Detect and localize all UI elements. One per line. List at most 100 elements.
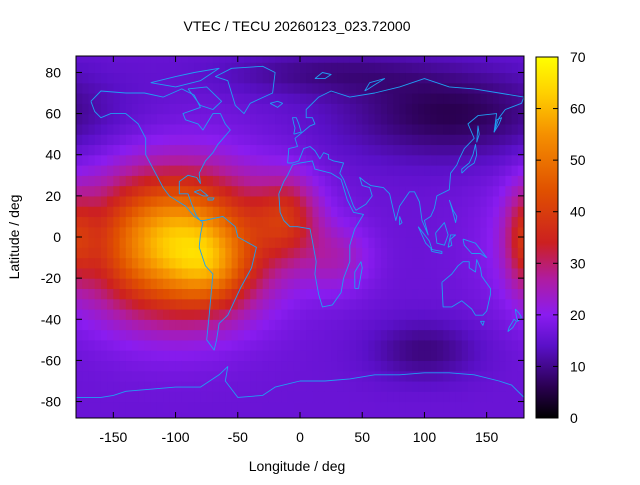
- heatmap-cell: [250, 308, 258, 320]
- heatmap-cell: [387, 56, 394, 63]
- heatmap-cell: [455, 185, 463, 197]
- heatmap-cell: [250, 298, 258, 310]
- heatmap-cell: [306, 308, 314, 320]
- heatmap-cell: [393, 329, 401, 341]
- heatmap-cell: [293, 206, 301, 218]
- heatmap-cell: [511, 380, 519, 392]
- heatmap-cell: [194, 56, 202, 63]
- heatmap-cell: [250, 175, 258, 187]
- heatmap-cell: [100, 103, 108, 115]
- heatmap-cell: [430, 350, 438, 362]
- heatmap-cell: [206, 123, 214, 135]
- heatmap-cell: [275, 175, 282, 187]
- heatmap-cell: [237, 82, 245, 94]
- heatmap-cell: [194, 123, 202, 135]
- heatmap-cell: [231, 206, 239, 218]
- heatmap-cell: [380, 350, 388, 362]
- heatmap-cell: [505, 267, 513, 279]
- heatmap-cell: [511, 165, 519, 176]
- heatmap-cell: [424, 267, 432, 279]
- heatmap-cell: [156, 123, 164, 135]
- heatmap-cell: [368, 195, 376, 207]
- heatmap-cell: [511, 144, 519, 156]
- heatmap-cell: [132, 185, 139, 197]
- heatmap-cell: [107, 401, 114, 413]
- heatmap-cell: [94, 237, 102, 248]
- heatmap-cell: [337, 185, 345, 197]
- coastline-cuba: [194, 189, 209, 197]
- heatmap-cell: [250, 195, 258, 207]
- heatmap-cell: [119, 165, 127, 176]
- heatmap-cell: [468, 319, 475, 331]
- heatmap-cell: [275, 247, 282, 259]
- heatmap-cell: [499, 360, 506, 372]
- heatmap-cell: [231, 82, 239, 94]
- heatmap-cell: [231, 380, 239, 392]
- heatmap-cell: [443, 113, 450, 125]
- heatmap-cell: [138, 237, 146, 248]
- heatmap-cell: [412, 62, 419, 74]
- heatmap-cell: [499, 339, 506, 351]
- heatmap-cell: [492, 195, 500, 207]
- heatmap-cell: [293, 411, 301, 418]
- heatmap-cell: [200, 319, 208, 331]
- heatmap-cell: [76, 72, 83, 84]
- heatmap-cell: [455, 56, 463, 63]
- heatmap-cell: [405, 329, 413, 341]
- heatmap-cell: [175, 82, 183, 94]
- heatmap-cell: [312, 339, 320, 351]
- heatmap-cell: [300, 103, 307, 115]
- heatmap-cell: [480, 360, 488, 372]
- heatmap-cell: [88, 401, 96, 413]
- heatmap-cell: [256, 278, 264, 290]
- heatmap-cell: [424, 206, 432, 218]
- heatmap-cell: [455, 288, 463, 300]
- heatmap-cell: [275, 329, 282, 341]
- heatmap-cell: [499, 185, 506, 197]
- heatmap-cell: [405, 411, 413, 418]
- heatmap-cell: [169, 339, 177, 351]
- heatmap-cell: [436, 195, 444, 207]
- heatmap-cell: [82, 226, 90, 238]
- heatmap-cell: [194, 278, 202, 290]
- heatmap-cell: [144, 237, 152, 248]
- heatmap-cell: [175, 267, 183, 279]
- heatmap-cell: [343, 411, 351, 418]
- heatmap-cell: [511, 360, 519, 372]
- heatmap-cell: [150, 62, 158, 74]
- heatmap-cell: [511, 56, 519, 63]
- heatmap-cell: [188, 206, 195, 218]
- heatmap-cell: [418, 103, 426, 115]
- heatmap-cell: [188, 411, 195, 418]
- heatmap-cell: [300, 278, 307, 290]
- heatmap-cell: [343, 339, 351, 351]
- heatmap-cell: [206, 267, 214, 279]
- heatmap-cell: [368, 93, 376, 104]
- heatmap-cell: [175, 206, 183, 218]
- heatmap-cell: [94, 298, 102, 310]
- heatmap-cell: [430, 247, 438, 259]
- heatmap-cell: [250, 93, 258, 104]
- heatmap-cell: [287, 93, 295, 104]
- heatmap-cell: [144, 72, 152, 84]
- heatmap-cell: [244, 257, 251, 269]
- heatmap-cell: [436, 72, 444, 84]
- heatmap-cell: [293, 360, 301, 372]
- heatmap-cell: [268, 329, 276, 341]
- heatmap-cell: [312, 185, 320, 197]
- heatmap-cell: [343, 267, 351, 279]
- heatmap-cell: [318, 298, 326, 310]
- heatmap-cell: [380, 103, 388, 115]
- heatmap-cell: [368, 319, 376, 331]
- heatmap-cell: [424, 247, 432, 259]
- coastline-new-zealand-south: [507, 318, 517, 332]
- heatmap-cell: [455, 103, 463, 115]
- heatmap-cell: [107, 237, 114, 248]
- heatmap-cell: [380, 82, 388, 94]
- heatmap-cell: [505, 165, 513, 176]
- heatmap-cell: [405, 195, 413, 207]
- heatmap-cell: [418, 339, 426, 351]
- heatmap-cell: [362, 360, 370, 372]
- heatmap-cell: [517, 360, 524, 372]
- heatmap-cell: [132, 165, 139, 176]
